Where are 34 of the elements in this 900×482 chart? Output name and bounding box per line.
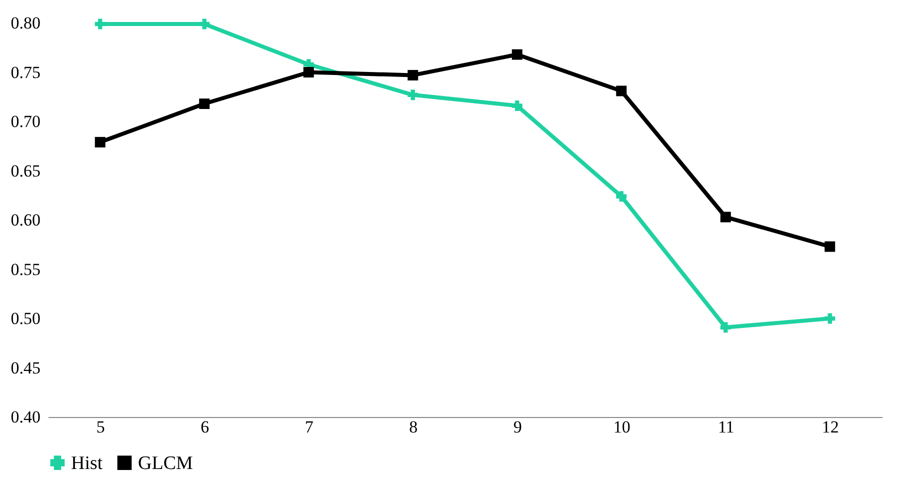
y-tick-label: 0.80 — [10, 14, 40, 32]
y-tick-label: 0.55 — [10, 260, 40, 279]
point — [94, 18, 106, 30]
y-tick-label: 0.65 — [10, 161, 40, 180]
legend-label: GLCM — [138, 452, 193, 474]
y-tick-label: 0.70 — [10, 112, 40, 131]
x-tick-label: 11 — [718, 418, 734, 436]
point — [616, 191, 627, 202]
y-tick-label: 0.75 — [10, 62, 40, 82]
x-tick-label: 6 — [200, 418, 210, 436]
point — [824, 241, 836, 252]
point — [824, 313, 836, 324]
point — [512, 49, 522, 60]
x-tick-label: 9 — [513, 418, 522, 436]
point — [720, 322, 731, 333]
x-tick-label: 12 — [822, 418, 839, 436]
point — [408, 70, 418, 80]
x-tick-label: 10 — [613, 418, 630, 436]
x-tick-label: 8 — [409, 418, 418, 436]
y-tick-label: 0.40 — [10, 408, 40, 426]
point — [616, 86, 627, 96]
x-tick-label: 7 — [304, 418, 314, 436]
legend-label: Hist — [71, 452, 104, 474]
point — [303, 67, 314, 78]
y-tick-label: 0.60 — [10, 210, 40, 230]
point — [199, 98, 210, 110]
y-tick-label: 0.50 — [10, 309, 40, 328]
point — [408, 90, 418, 100]
point — [94, 136, 106, 148]
y-tick-label: 0.45 — [10, 358, 40, 378]
point — [199, 18, 210, 30]
point — [512, 100, 522, 111]
point — [720, 212, 731, 222]
x-tick-label: 5 — [96, 418, 105, 436]
